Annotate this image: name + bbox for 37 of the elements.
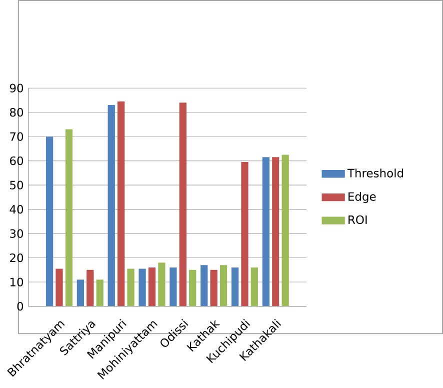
- y-tick-label: 0: [17, 302, 24, 311]
- y-tick-label: 90: [10, 84, 24, 92]
- bar: [189, 270, 196, 306]
- bar: [170, 268, 177, 306]
- bar: [148, 268, 156, 306]
- bar: [127, 268, 134, 306]
- bar: [65, 129, 73, 306]
- bar: [118, 101, 125, 306]
- bar: [282, 154, 289, 306]
- y-tick-label: 80: [10, 108, 24, 117]
- bar: [220, 265, 228, 306]
- bar: [158, 262, 166, 306]
- bar: [108, 105, 115, 306]
- bar: [56, 268, 63, 306]
- y-tick-label: 30: [10, 229, 24, 238]
- bar: [272, 157, 280, 306]
- legend-label: Threshold: [347, 168, 404, 178]
- bar: [46, 136, 54, 306]
- bar: [241, 162, 248, 306]
- y-tick-label: 70: [10, 132, 24, 141]
- bar: [138, 268, 146, 306]
- bar: [262, 157, 270, 306]
- y-tick-label: 20: [10, 254, 24, 262]
- y-tick-label: 10: [10, 278, 24, 286]
- bar: [86, 270, 94, 306]
- legend-label: ROI: [348, 215, 367, 224]
- bar: [200, 265, 208, 306]
- bar: [179, 102, 186, 306]
- bar: [96, 280, 104, 306]
- y-tick-label: 50: [10, 180, 24, 190]
- bar: [250, 268, 258, 306]
- bar: [210, 270, 218, 306]
- y-tick-label: 40: [10, 205, 24, 214]
- y-tick-label: 60: [10, 156, 24, 166]
- legend-label: Edge: [348, 192, 376, 204]
- bar: [76, 280, 84, 306]
- bar: [231, 268, 239, 306]
